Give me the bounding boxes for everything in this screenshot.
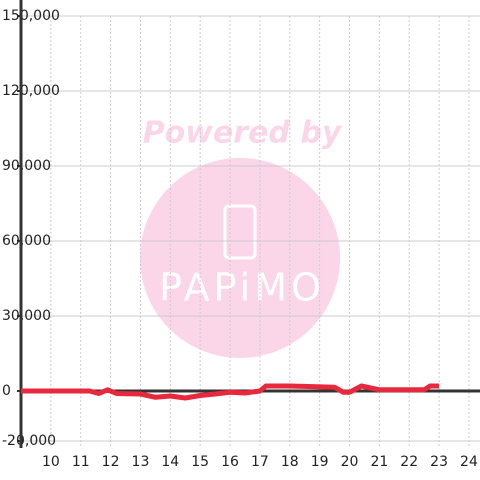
x-tick-label: 12 <box>102 454 120 470</box>
x-tick-label: 15 <box>191 454 209 470</box>
x-tick-label: 23 <box>430 454 448 470</box>
x-tick-label: 24 <box>460 454 478 470</box>
x-tick-label: 10 <box>42 454 60 470</box>
line <box>21 383 440 401</box>
x-tick-label: 19 <box>311 454 329 470</box>
watermark-logo: PAPiMO <box>159 266 325 310</box>
x-tick-label: 16 <box>221 454 239 470</box>
y-tick-label: 90,000 <box>2 158 51 174</box>
y-tick-label: 150,000 <box>2 8 60 24</box>
y-tick-label: 0 <box>2 383 11 399</box>
x-tick-label: 21 <box>370 454 388 470</box>
y-tick-label: -20,000 <box>2 433 56 449</box>
x-tick-label: 22 <box>400 454 418 470</box>
watermark-icon <box>223 204 257 260</box>
x-tick-label: 18 <box>281 454 299 470</box>
x-tick-label: 11 <box>72 454 90 470</box>
y-tick-label: 60,000 <box>2 233 51 249</box>
x-tick-label: 13 <box>132 454 150 470</box>
y-tick-label: 30,000 <box>2 308 51 324</box>
x-tick-label: 17 <box>251 454 269 470</box>
watermark-text: Powered by <box>143 116 343 151</box>
x-tick-label: 20 <box>341 454 359 470</box>
y-tick-label: 120,000 <box>2 83 60 99</box>
x-tick-label: 14 <box>161 454 179 470</box>
